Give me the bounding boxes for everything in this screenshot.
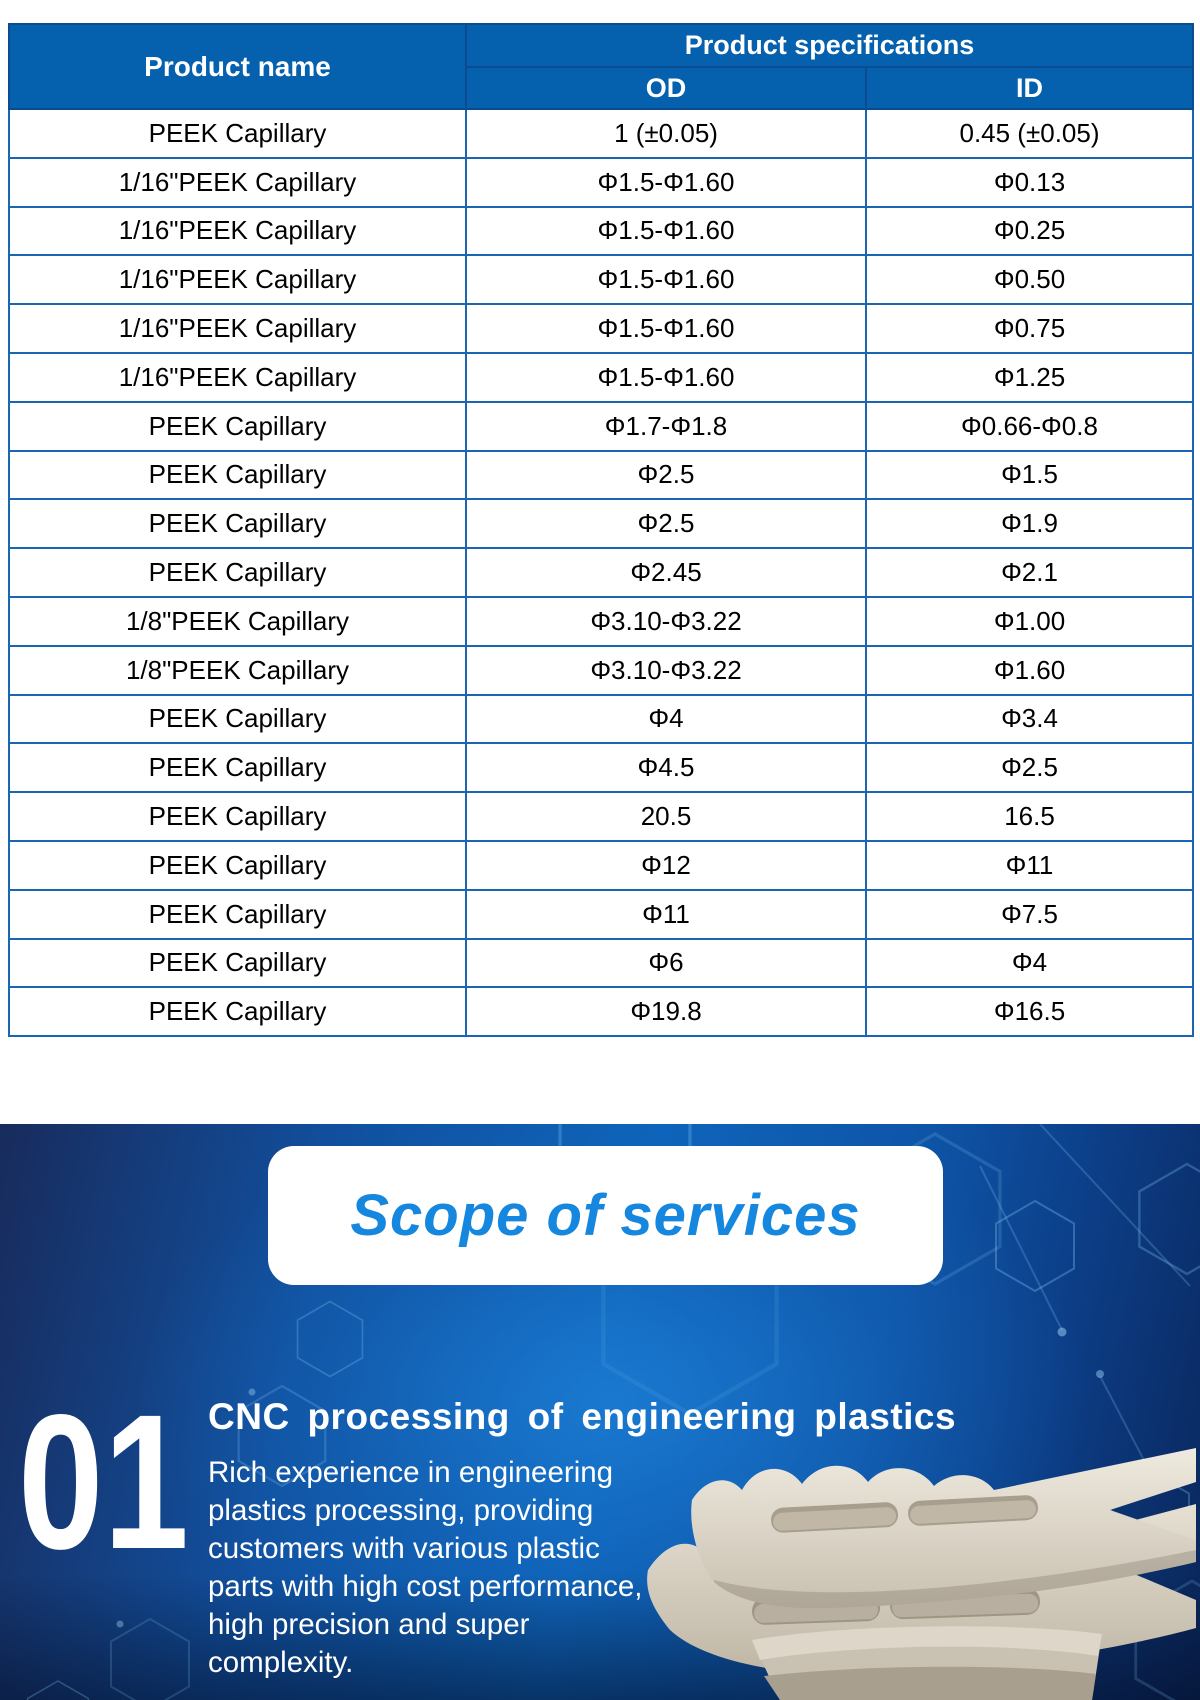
cell-id: Φ2.1: [864, 547, 1195, 598]
cell-od: Φ4.5: [465, 742, 867, 794]
cell-id: Φ0.25: [864, 205, 1195, 257]
cell-od: 20.5: [465, 791, 867, 842]
cell-od: Φ3.10-Φ3.22: [465, 644, 867, 696]
cell-id: Φ1.5: [864, 449, 1195, 501]
cell-od: Φ12: [465, 839, 867, 891]
cell-product-name: PEEK Capillary: [8, 108, 467, 159]
cell-product-name: PEEK Capillary: [8, 937, 467, 989]
cell-id: Φ0.13: [864, 156, 1195, 208]
cell-id: Φ1.9: [864, 498, 1195, 550]
cell-product-name: 1/8"PEEK Capillary: [8, 595, 467, 647]
cell-product-name: PEEK Capillary: [8, 449, 467, 501]
table-row: 1/16"PEEK Capillary Φ1.5-Φ1.60 Φ0.25: [8, 205, 1195, 257]
scope-title-box: Scope of services: [268, 1146, 943, 1285]
col-header-od: OD: [465, 66, 867, 110]
product-spec-table: Product name Product specifications OD I…: [8, 23, 1195, 1038]
cell-id: 0.45 (±0.05): [864, 108, 1195, 159]
cell-id: Φ7.5: [864, 888, 1195, 940]
table-row: PEEK Capillary Φ6 Φ4: [8, 937, 1195, 989]
cell-od: Φ1.5-Φ1.60: [465, 303, 867, 354]
service-item-description: Rich experience in engineering plastics …: [208, 1456, 643, 1679]
table-row: PEEK Capillary Φ2.45 Φ2.1: [8, 547, 1195, 598]
cell-od: Φ1.7-Φ1.8: [465, 400, 867, 452]
cell-id: Φ16.5: [864, 986, 1195, 1038]
cell-od: Φ1.5-Φ1.60: [465, 156, 867, 208]
cell-od: Φ1.5-Φ1.60: [465, 351, 867, 403]
cell-id: 16.5: [864, 791, 1195, 842]
cell-product-name: 1/16"PEEK Capillary: [8, 351, 467, 403]
cell-product-name: PEEK Capillary: [8, 547, 467, 598]
cell-id: Φ0.75: [864, 303, 1195, 354]
table-row: PEEK Capillary Φ2.5 Φ1.9: [8, 498, 1195, 550]
cell-id: Φ0.50: [864, 254, 1195, 306]
table-row: 1/16"PEEK Capillary Φ1.5-Φ1.60 Φ1.25: [8, 351, 1195, 403]
cell-product-name: PEEK Capillary: [8, 839, 467, 891]
table-row: PEEK Capillary Φ11 Φ7.5: [8, 888, 1195, 940]
service-item-number: 01: [18, 1374, 189, 1589]
cell-product-name: 1/16"PEEK Capillary: [8, 156, 467, 208]
cell-od: Φ3.10-Φ3.22: [465, 595, 867, 647]
table-row: PEEK Capillary Φ4.5 Φ2.5: [8, 742, 1195, 794]
cell-od: Φ19.8: [465, 986, 867, 1038]
cell-od: Φ2.45: [465, 547, 867, 598]
col-header-product-name: Product name: [8, 23, 467, 110]
cell-id: Φ1.60: [864, 644, 1195, 696]
cell-id: Φ3.4: [864, 693, 1195, 745]
table-row: PEEK Capillary 1 (±0.05) 0.45 (±0.05): [8, 108, 1195, 159]
cell-product-name: PEEK Capillary: [8, 498, 467, 550]
cell-od: Φ1.5-Φ1.60: [465, 205, 867, 257]
cell-product-name: 1/8"PEEK Capillary: [8, 644, 467, 696]
cell-product-name: PEEK Capillary: [8, 791, 467, 842]
table-row: PEEK Capillary Φ4 Φ3.4: [8, 693, 1195, 745]
cell-od: Φ1.5-Φ1.60: [465, 254, 867, 306]
table-row: PEEK Capillary 20.5 16.5: [8, 791, 1195, 842]
table-row: 1/8"PEEK Capillary Φ3.10-Φ3.22 Φ1.00: [8, 595, 1195, 647]
table-row: PEEK Capillary Φ1.7-Φ1.8 Φ0.66-Φ0.8: [8, 400, 1195, 452]
cell-id: Φ1.25: [864, 351, 1195, 403]
scope-of-services-section: Scope of services 01 CNC processing of e…: [0, 1124, 1200, 1700]
hexagon-pattern-decoration: [26, 1124, 1200, 1700]
service-item-title: CNC processing of engineering plastics: [208, 1396, 957, 1437]
cell-product-name: PEEK Capillary: [8, 986, 467, 1038]
col-header-id: ID: [864, 66, 1195, 110]
cell-od: Φ11: [465, 888, 867, 940]
cell-product-name: 1/16"PEEK Capillary: [8, 303, 467, 354]
table-row: PEEK Capillary Φ19.8 Φ16.5: [8, 986, 1195, 1038]
cell-product-name: PEEK Capillary: [8, 888, 467, 940]
table-row: PEEK Capillary Φ12 Φ11: [8, 839, 1195, 891]
table-row: PEEK Capillary Φ2.5 Φ1.5: [8, 449, 1195, 501]
cell-product-name: 1/16"PEEK Capillary: [8, 205, 467, 257]
cell-od: 1 (±0.05): [465, 108, 867, 159]
cell-od: Φ2.5: [465, 449, 867, 501]
cell-product-name: PEEK Capillary: [8, 742, 467, 794]
cnc-plastic-part-image: [647, 1448, 1196, 1700]
cell-od: Φ6: [465, 937, 867, 989]
table-body: PEEK Capillary 1 (±0.05) 0.45 (±0.05) 1/…: [8, 108, 1195, 1038]
cell-id: Φ4: [864, 937, 1195, 989]
cell-product-name: PEEK Capillary: [8, 693, 467, 745]
table-row: 1/16"PEEK Capillary Φ1.5-Φ1.60 Φ0.50: [8, 254, 1195, 306]
table-header: Product name Product specifications OD I…: [8, 23, 1195, 110]
cell-id: Φ2.5: [864, 742, 1195, 794]
cell-od: Φ2.5: [465, 498, 867, 550]
cell-id: Φ1.00: [864, 595, 1195, 647]
cell-od: Φ4: [465, 693, 867, 745]
col-header-product-specifications: Product specifications: [464, 23, 1195, 68]
cell-product-name: 1/16"PEEK Capillary: [8, 254, 467, 306]
cell-id: Φ11: [864, 839, 1195, 891]
table-row: 1/8"PEEK Capillary Φ3.10-Φ3.22 Φ1.60: [8, 644, 1195, 696]
table-row: 1/16"PEEK Capillary Φ1.5-Φ1.60 Φ0.13: [8, 156, 1195, 208]
scope-title: Scope of services: [350, 1183, 861, 1248]
cell-product-name: PEEK Capillary: [8, 400, 467, 452]
cell-id: Φ0.66-Φ0.8: [864, 400, 1195, 452]
table-row: 1/16"PEEK Capillary Φ1.5-Φ1.60 Φ0.75: [8, 303, 1195, 354]
